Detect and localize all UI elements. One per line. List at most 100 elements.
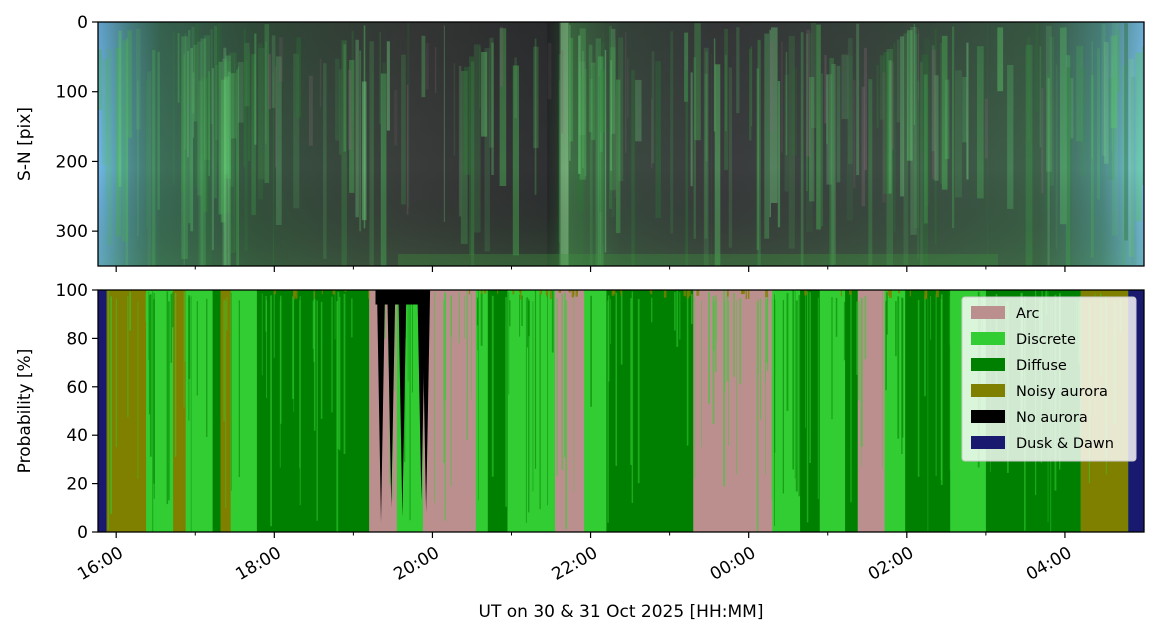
mixed-probability-sliver [270,295,272,527]
mixed-probability-sliver [733,292,735,377]
mixed-probability-sliver [886,292,888,335]
mixed-probability-sliver [466,290,468,441]
mixed-probability-sliver [526,297,529,348]
mixed-probability-sliver [280,295,282,424]
mixed-probability-sliver [505,296,507,507]
mixed-probability-sliver [949,296,951,470]
mixed-probability-sliver [610,298,611,345]
mixed-probability-sliver [108,290,109,530]
legend-swatch [971,332,1005,345]
mixed-probability-sliver [691,294,693,325]
mixed-probability-sliver [756,301,759,532]
mixed-probability-sliver [434,292,436,503]
mixed-probability-sliver [336,301,339,532]
segment-diffuse [487,290,508,532]
mixed-probability-sliver [394,294,396,391]
mixed-probability-sliver [183,291,185,408]
mixed-probability-sliver [532,301,534,492]
mixed-probability-sliver [320,301,323,419]
mixed-probability-sliver [115,298,117,448]
mixed-probability-sliver [615,292,618,466]
segment-discrete [584,290,607,532]
noisy-aurora-sliver [611,290,615,296]
mixed-probability-sliver [901,298,904,438]
noisy-aurora-sliver [935,290,939,298]
mixed-probability-sliver [313,291,316,362]
mixed-probability-sliver [450,295,452,487]
mixed-probability-sliver [901,297,903,454]
mixed-probability-sliver [129,291,131,331]
mixed-probability-sliver [765,295,766,475]
mixed-probability-sliver [477,300,479,351]
mixed-probability-sliver [464,295,466,338]
mixed-probability-sliver [407,296,409,382]
segment-noisy-aurora [106,290,147,532]
keogram-y-tick-label: 300 [56,222,88,242]
mixed-probability-sliver [261,293,263,376]
mixed-probability-sliver [491,295,494,477]
mixed-probability-sliver [924,295,926,397]
mixed-probability-sliver [508,292,510,395]
noisy-aurora-sliver [889,290,892,298]
keogram-y-axis-label: S-N [pix] [15,107,35,181]
segment-arc [555,290,585,532]
mixed-probability-sliver [127,296,129,418]
mixed-probability-sliver [351,298,353,338]
noisy-aurora-sliver [295,290,298,299]
no-aurora-spike [398,290,407,518]
legend-swatch [971,306,1005,319]
mixed-probability-sliver [273,292,275,358]
mixed-probability-sliver [782,300,784,494]
segment-diffuse [212,290,221,532]
mixed-probability-sliver [148,295,151,415]
legend-label: Discrete [1016,332,1076,348]
keogram-y-tick-label: 0 [77,13,88,33]
noisy-aurora-sliver [497,290,499,294]
mixed-probability-sliver [528,299,530,513]
noisy-aurora-sliver [568,290,571,293]
noisy-aurora-sliver [368,290,370,299]
mixed-probability-sliver [292,296,294,399]
noisy-aurora-sliver [849,290,852,295]
mixed-probability-sliver [137,301,139,479]
noisy-aurora-sliver [898,290,901,294]
mixed-probability-sliver [313,298,316,431]
mixed-probability-sliver [786,293,789,411]
mixed-probability-sliver [168,301,170,501]
noisy-aurora-sliver [332,290,336,295]
classification-y-tick-label: 80 [66,329,88,349]
noisy-aurora-sliver [549,290,552,300]
x-tick-label: 04:00 [1023,543,1075,585]
mixed-probability-sliver [471,293,472,400]
noisy-aurora-sliver [742,290,745,294]
noisy-aurora-sliver [558,290,562,293]
mixed-probability-sliver [412,291,413,393]
legend-frame [961,296,1137,462]
noisy-aurora-sliver [683,290,686,297]
mixed-probability-sliver [607,300,609,523]
mixed-probability-sliver [835,298,838,337]
no-aurora-spike [387,290,396,508]
mixed-probability-sliver [935,294,937,477]
no-aurora-spike [377,290,385,523]
keogram-panel: 0 100 200 300 S-N [pix] [15,13,1145,272]
mixed-probability-sliver [443,299,445,464]
no-aurora-spikes [375,290,431,523]
mixed-probability-sliver [525,297,527,523]
classification-frame [97,289,1145,533]
mixed-probability-sliver [927,298,929,531]
mixed-probability-sliver [758,299,759,375]
mixed-probability-sliver [885,301,887,391]
mixed-probability-sliver [409,290,411,521]
mixed-probability-sliver [238,300,240,477]
mixed-probability-sliver [774,294,775,526]
x-axis-label: UT on 30 & 31 Oct 2025 [HH:MM] [479,602,764,622]
mixed-probability-sliver [206,298,208,437]
mixed-probability-sliver [795,300,798,492]
noisy-aurora-sliver [321,290,323,295]
segment-discrete [507,290,555,532]
classification-y-ticks: 0 20 40 60 80 100 [56,281,98,543]
mixed-probability-sliver [794,291,796,479]
mixed-probability-sliver [806,291,809,523]
mixed-probability-sliver [519,294,521,337]
